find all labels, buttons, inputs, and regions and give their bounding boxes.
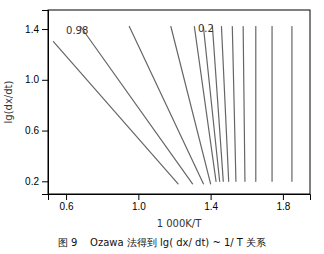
tick-mark — [42, 181, 48, 182]
tick-mark — [66, 194, 67, 200]
tick: 1.4 — [25, 24, 48, 35]
line — [271, 26, 272, 181]
title: 图 9 Ozawa 法得到 lg( dx/ dt) ~ 1/ T 关系 — [58, 237, 266, 248]
tick-mark — [138, 194, 139, 200]
x-axis: 0.6 1.0 1.4 1.8 — [49, 194, 311, 212]
tick-mark — [42, 80, 48, 81]
tick: 1.4 — [204, 194, 218, 212]
tick: 1.8 — [276, 194, 290, 212]
tick-label: 0.6 — [60, 201, 74, 212]
annotation: 0.2 — [198, 23, 214, 34]
y-axis-title: lg(dx/dt) — [3, 80, 14, 123]
annotation: 0.98 — [66, 25, 88, 36]
line — [221, 26, 228, 181]
tick: 1.0 — [132, 194, 146, 212]
line — [203, 26, 219, 181]
line — [243, 26, 245, 181]
line — [212, 26, 223, 181]
x-axis-title: 1 000K/T — [157, 218, 203, 229]
y-axis: 0.2 0.6 1.0 1.4 — [25, 11, 48, 195]
tick-label: 1.0 — [25, 74, 39, 85]
tick: 0.2 — [25, 176, 48, 187]
tick-mark — [283, 194, 284, 200]
tick-label: 1.4 — [25, 24, 39, 35]
lines — [53, 26, 292, 183]
plot-frame — [48, 10, 310, 194]
tick-label: 0.6 — [25, 125, 39, 136]
tick-label: 1.8 — [276, 201, 290, 212]
line — [53, 42, 178, 184]
chart: 0.6 1.0 1.4 1.8 0.2 0.6 1.0 1.4 0.98 0.2 1 000K/T l… — [0, 0, 324, 254]
tick-label: 1.4 — [204, 201, 218, 212]
tick: 1.0 — [25, 74, 48, 85]
line — [232, 26, 236, 181]
tick-mark — [42, 131, 48, 132]
axis-line — [49, 195, 311, 201]
tick: 0.6 — [25, 125, 48, 136]
tick-mark — [211, 194, 212, 200]
axis-line — [42, 11, 49, 195]
line — [291, 26, 292, 181]
tick-label: 0.2 — [25, 176, 39, 187]
tick: 0.6 — [60, 194, 74, 212]
line — [194, 26, 216, 181]
tick-label: 1.0 — [132, 201, 146, 212]
plot: 0.6 1.0 1.4 1.8 0.2 0.6 1.0 1.4 0.98 0.2 — [25, 10, 310, 212]
line — [171, 26, 211, 183]
tick-mark — [42, 29, 48, 30]
line — [81, 26, 193, 183]
line — [129, 26, 203, 183]
line — [255, 26, 256, 181]
